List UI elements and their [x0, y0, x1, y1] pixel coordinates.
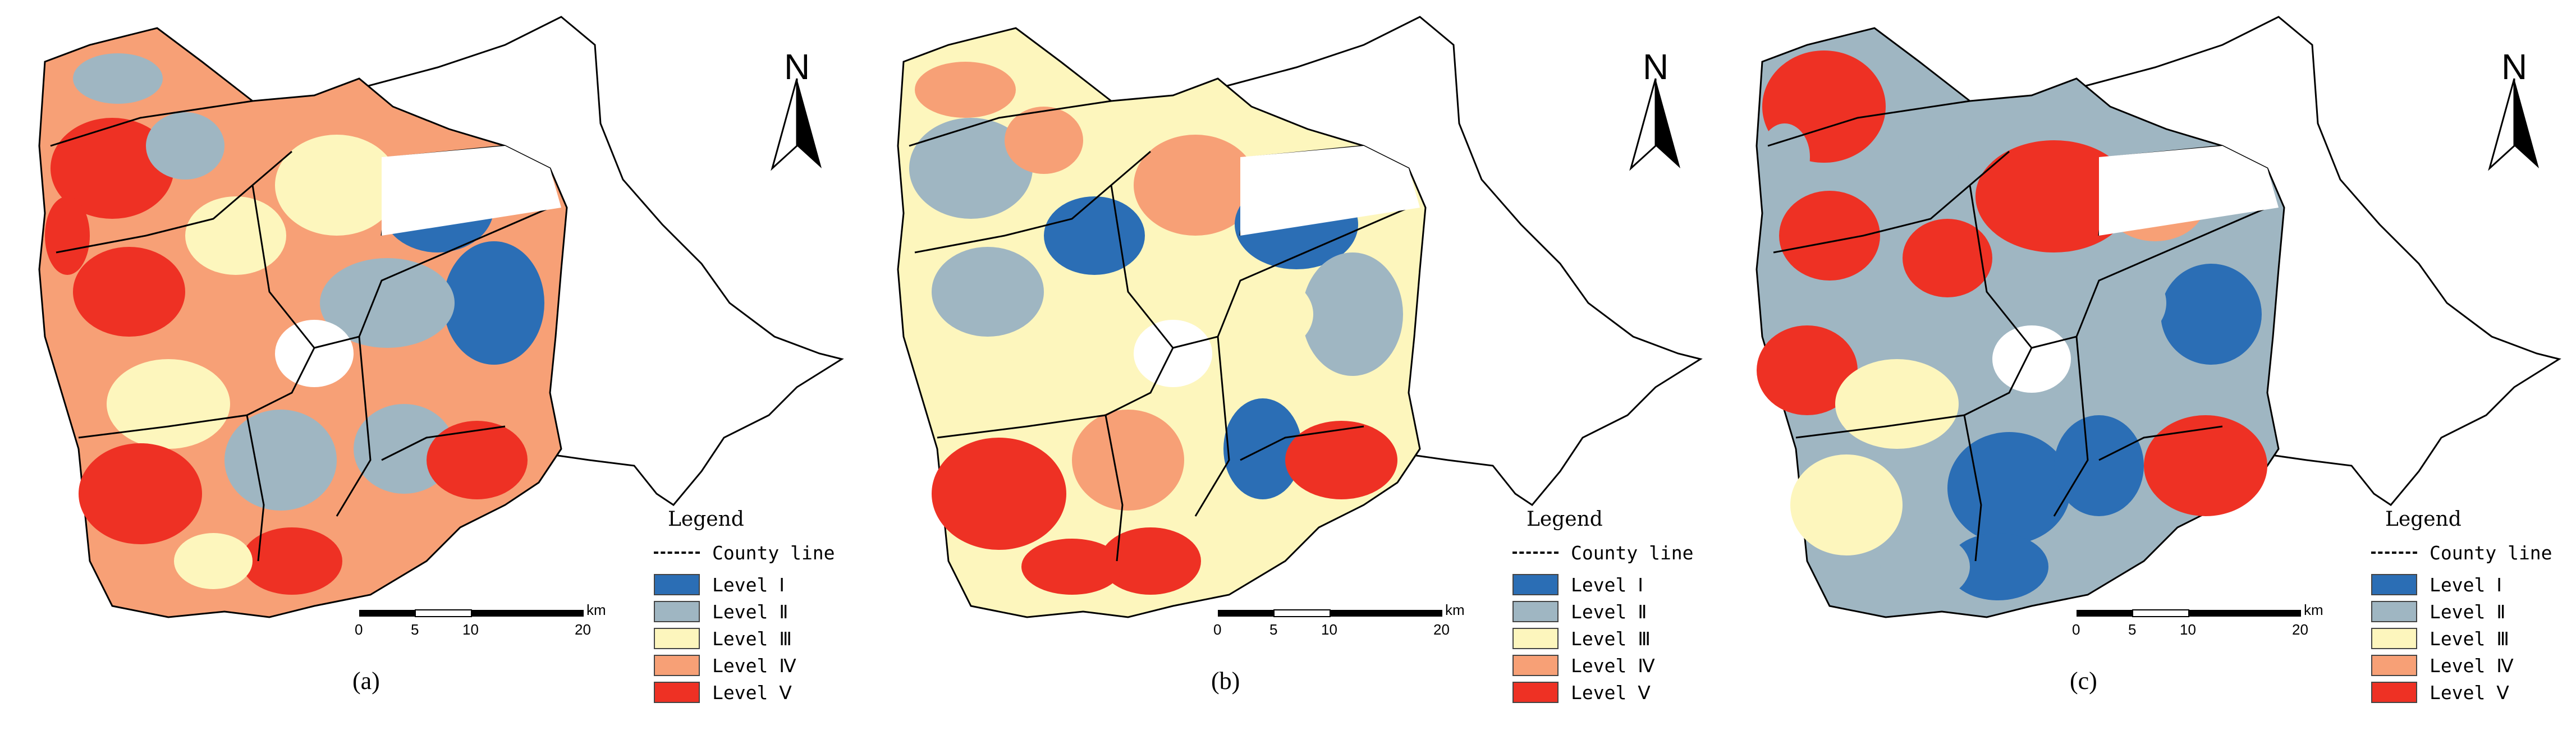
- legend-label: Level Ⅱ: [712, 600, 789, 623]
- legend-label: Level Ⅴ: [1571, 681, 1651, 704]
- swatch-level-5: [1512, 682, 1559, 703]
- legend-label: Level Ⅰ: [2430, 573, 2502, 596]
- map-b-scale-unit: km: [1445, 601, 1465, 618]
- map-c-scale-tick-20: 20: [2292, 621, 2308, 638]
- map-b-scale-tick-5: 5: [1269, 621, 1278, 638]
- map-c-legend-level-4: Level Ⅳ: [2371, 654, 2514, 677]
- map-b-scale-tick-20: 20: [1433, 621, 1450, 638]
- map-b-patches: [909, 62, 1403, 595]
- map-c-legend-level-3: Level Ⅲ: [2371, 627, 2509, 650]
- map-c-legend-level-2: Level Ⅱ: [2371, 600, 2505, 623]
- swatch-level-5: [2371, 682, 2417, 703]
- county-line-sample-icon: [654, 552, 700, 554]
- map-b-legend-county-line: County line: [1512, 541, 1694, 564]
- map-a-scale-tick-5: 5: [411, 621, 419, 638]
- map-c-legend-level-5: Level Ⅴ: [2371, 681, 2509, 704]
- map-a-scale-unit: km: [586, 601, 606, 618]
- swatch-level-4: [654, 655, 700, 676]
- map-b-scale-tick-10: 10: [1321, 621, 1337, 638]
- legend-label: Level Ⅰ: [1571, 573, 1643, 596]
- legend-label: Level Ⅴ: [2430, 681, 2509, 704]
- map-a-north-arrow-icon: [771, 78, 822, 171]
- swatch-level-2: [1512, 601, 1559, 622]
- map-c-scale-bar: [2077, 609, 2301, 617]
- map-panel-c: N 0 5 10 20 km Legend County line Level …: [1717, 0, 2576, 735]
- map-c-legend-title: Legend: [2385, 508, 2462, 531]
- map-a-east-white: [382, 146, 561, 236]
- map-c-patches: [1757, 50, 2267, 600]
- legend-label: Level Ⅰ: [712, 573, 785, 596]
- swatch-level-1: [2371, 574, 2417, 595]
- map-b-legend-level-5: Level Ⅴ: [1512, 681, 1651, 704]
- map-c-drawing: [1755, 16, 2561, 618]
- map-c-scale-unit: km: [2304, 601, 2323, 618]
- legend-label: Level Ⅳ: [712, 654, 796, 677]
- map-b-north-arrow-icon: [1629, 78, 1680, 171]
- swatch-level-3: [2371, 628, 2417, 649]
- county-line-sample-icon: [1512, 552, 1559, 554]
- map-a-caption: (a): [352, 667, 380, 695]
- legend-label: County line: [2430, 541, 2552, 564]
- swatch-level-1: [1512, 574, 1559, 595]
- map-a-legend-title: Legend: [668, 508, 744, 531]
- map-b-legend-level-2: Level Ⅱ: [1512, 600, 1647, 623]
- map-panel-b: N 0 5 10 20 km Legend County line Level …: [859, 0, 1717, 735]
- legend-label: Level Ⅳ: [1571, 654, 1655, 677]
- map-b-scale-bar: [1218, 609, 1442, 617]
- map-b-caption: (b): [1211, 667, 1240, 695]
- map-a-north-letter: N: [784, 47, 810, 87]
- map-b-legend-title: Legend: [1527, 508, 1603, 531]
- map-c-caption: (c): [2070, 667, 2097, 695]
- map-a-legend-level-1: Level Ⅰ: [654, 573, 785, 596]
- map-a-scale-tick-20: 20: [575, 621, 591, 638]
- legend-label: County line: [712, 541, 835, 564]
- map-b-legend-level-1: Level Ⅰ: [1512, 573, 1643, 596]
- map-c-scale-tick-0: 0: [2072, 621, 2080, 638]
- legend-label: Level Ⅱ: [1571, 600, 1647, 623]
- map-b-east-white: [1240, 146, 1420, 236]
- map-c-east-white: [2099, 146, 2279, 236]
- map-c-scale-tick-10: 10: [2180, 621, 2196, 638]
- swatch-level-3: [1512, 628, 1559, 649]
- swatch-level-5: [654, 682, 700, 703]
- map-c-north-letter: N: [2501, 47, 2528, 87]
- legend-label: Level Ⅲ: [2430, 627, 2509, 650]
- legend-label: County line: [1571, 541, 1694, 564]
- map-c-legend-level-1: Level Ⅰ: [2371, 573, 2502, 596]
- map-a-legend-county-line: County line: [654, 541, 835, 564]
- swatch-level-4: [1512, 655, 1559, 676]
- map-panel-a: N 0 5 10 20 km Legend County line Level …: [0, 0, 859, 735]
- map-a-drawing: [38, 16, 844, 618]
- map-b-north-letter: N: [1643, 47, 1669, 87]
- map-c-legend-county-line: County line: [2371, 541, 2552, 564]
- swatch-level-4: [2371, 655, 2417, 676]
- swatch-level-2: [654, 601, 700, 622]
- legend-label: Level Ⅲ: [1571, 627, 1651, 650]
- map-b-drawing: [897, 16, 1703, 618]
- map-c-north-arrow-icon: [2488, 78, 2539, 171]
- legend-label: Level Ⅲ: [712, 627, 792, 650]
- swatch-level-3: [654, 628, 700, 649]
- swatch-level-2: [2371, 601, 2417, 622]
- county-line-sample-icon: [2371, 552, 2417, 554]
- map-a-scale-bar: [359, 609, 584, 617]
- map-a-legend-level-3: Level Ⅲ: [654, 627, 792, 650]
- map-a-legend-level-4: Level Ⅳ: [654, 654, 796, 677]
- swatch-level-1: [654, 574, 700, 595]
- legend-label: Level Ⅴ: [712, 681, 792, 704]
- legend-label: Level Ⅱ: [2430, 600, 2506, 623]
- map-a-scale-tick-10: 10: [462, 621, 479, 638]
- map-b-scale-tick-0: 0: [1213, 621, 1222, 638]
- map-b-legend-level-3: Level Ⅲ: [1512, 627, 1651, 650]
- legend-label: Level Ⅳ: [2430, 654, 2514, 677]
- map-a-legend-level-2: Level Ⅱ: [654, 600, 788, 623]
- map-a-scale-tick-0: 0: [355, 621, 363, 638]
- map-a-legend-level-5: Level Ⅴ: [654, 681, 792, 704]
- map-c-scale-tick-5: 5: [2128, 621, 2137, 638]
- map-b-legend-level-4: Level Ⅳ: [1512, 654, 1655, 677]
